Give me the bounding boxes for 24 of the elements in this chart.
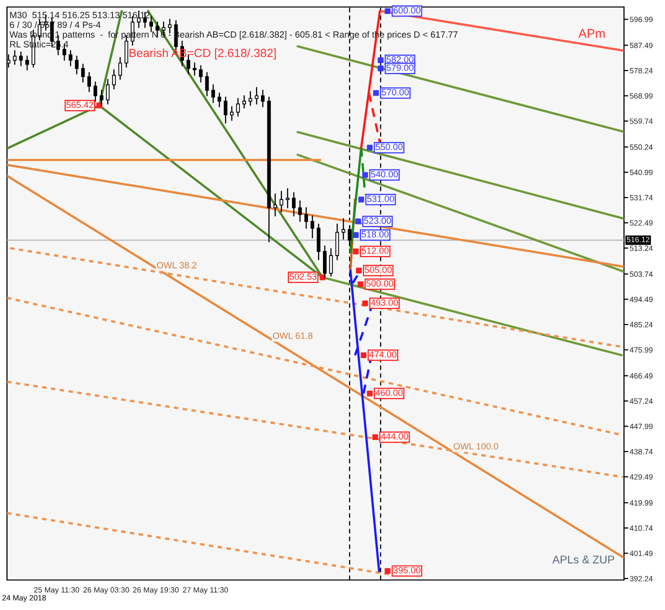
data-label: 493.00 — [370, 299, 398, 306]
data-label: 531.00 — [367, 196, 394, 202]
data-label: 474.00 — [369, 351, 396, 358]
data-label: 523.00 — [364, 217, 391, 224]
data-label: 550.00 — [376, 144, 403, 150]
data-label: 395.00 — [393, 567, 420, 574]
data-label: 512.00 — [362, 247, 389, 254]
data-label: 505.00 — [364, 266, 392, 273]
annotation: OWL 38.2 — [156, 262, 196, 268]
annotation: APm — [578, 29, 605, 38]
data-label: 570.00 — [382, 89, 409, 96]
data-label: 502.53 — [290, 273, 317, 280]
data-label: 579.00 — [386, 64, 414, 71]
annotation: OWL 61.8 — [272, 332, 312, 339]
annotation: OWL 100.0 — [454, 443, 498, 450]
annotation: APLs & ZUP — [552, 556, 614, 564]
data-label: 500.00 — [366, 280, 394, 287]
data-label: 565.42 — [66, 102, 94, 108]
data-label: 540.00 — [371, 171, 398, 178]
data-label: 518.00 — [362, 231, 389, 238]
data-label: 600.00 — [394, 7, 420, 14]
data-label: 444.00 — [380, 433, 408, 440]
data-label: 460.00 — [376, 389, 403, 396]
data-label: 582.00 — [386, 56, 414, 63]
